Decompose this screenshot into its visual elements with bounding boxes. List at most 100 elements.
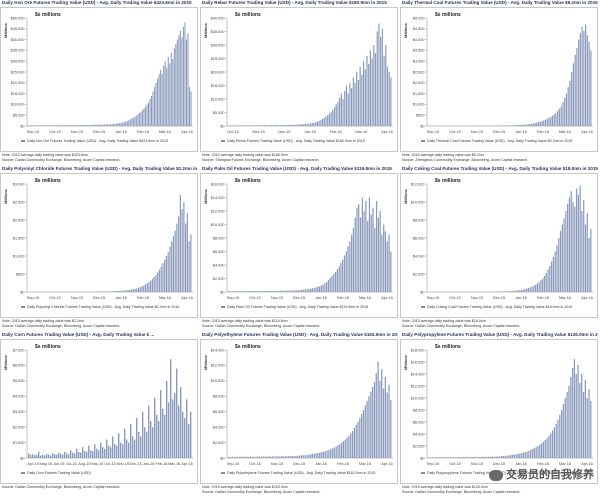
bar — [183, 202, 185, 292]
bar — [137, 287, 140, 292]
bar — [315, 453, 317, 458]
bar — [504, 125, 506, 126]
bar — [376, 31, 378, 126]
bar — [330, 449, 332, 458]
bar — [175, 43, 177, 126]
bar — [329, 277, 331, 292]
bar — [96, 448, 98, 458]
bar — [129, 289, 131, 292]
legend-swatch — [221, 306, 225, 309]
bar — [146, 104, 148, 126]
bar — [378, 23, 380, 126]
chart-title: Daily Coking Coal Futures Trading Value … — [402, 166, 598, 171]
bar — [495, 456, 497, 458]
bar — [321, 118, 324, 126]
bar — [114, 444, 116, 458]
bar — [388, 72, 390, 126]
bar — [122, 122, 124, 126]
bar — [96, 124, 98, 126]
bar — [285, 290, 287, 292]
bar — [73, 125, 75, 126]
bar — [364, 69, 366, 126]
bar — [324, 451, 326, 458]
bar-chart: $0 $2,000 $4,000 $6,000 $8,000 $10,000 $12,000… — [211, 182, 393, 300]
bar-chart: $0 $500 $1,000 $1,500 $2,000 $2,500 $3,000 $3,5… — [413, 16, 593, 134]
bar — [570, 377, 572, 458]
bar — [350, 433, 352, 458]
wechat-icon — [489, 469, 503, 481]
legend-label: Daily Coking Coal Futures Trading Value … — [427, 305, 573, 309]
bar — [271, 456, 274, 458]
bar — [113, 123, 115, 126]
bar — [34, 455, 36, 458]
chart-panel: Daily Iron Ore Futures Trading Value (US… — [0, 0, 198, 164]
bar — [116, 123, 118, 126]
bar — [56, 454, 58, 458]
bar — [238, 291, 240, 292]
bar — [143, 108, 145, 126]
chart-title: Daily Polyethylene Futures Trading Value… — [202, 332, 398, 337]
bar — [386, 66, 389, 126]
bar — [112, 436, 114, 458]
bar — [554, 251, 556, 292]
bar — [178, 35, 180, 126]
bar — [327, 115, 329, 126]
bar — [279, 456, 281, 458]
bar — [510, 125, 512, 126]
bar — [123, 122, 125, 126]
bar — [338, 266, 340, 292]
bar — [97, 124, 99, 126]
bar — [91, 124, 93, 126]
y-tick-label: $4,500 — [413, 27, 425, 31]
bar — [272, 125, 274, 126]
x-tick-label: Mar-16 — [168, 462, 180, 466]
bar — [102, 447, 104, 458]
bar — [274, 125, 276, 126]
bar — [170, 52, 172, 127]
bar — [158, 74, 160, 126]
bar — [287, 124, 289, 126]
bar — [38, 451, 40, 458]
bar — [364, 405, 366, 458]
bar — [367, 221, 369, 292]
bar — [94, 444, 96, 458]
x-tick-label: Jan-16 — [143, 462, 155, 466]
bar — [122, 444, 124, 458]
bar — [123, 290, 126, 292]
y-tick-label: $2,000 — [213, 441, 225, 445]
bar — [72, 125, 74, 126]
bar — [347, 246, 349, 292]
bar — [458, 457, 461, 458]
bar — [68, 454, 70, 458]
bar — [280, 456, 283, 458]
bar — [366, 55, 368, 126]
bar — [556, 245, 558, 292]
x-tick-label: Nov-15 — [71, 130, 83, 134]
x-tick-label: Apr-15 — [27, 462, 38, 466]
x-tick-label: Oct-15 — [227, 130, 238, 134]
bar — [244, 291, 246, 292]
chart-title: Daily Polyvinyl Chloride Futures Trading… — [2, 166, 198, 171]
y-tick-label: $0 — [220, 456, 224, 460]
chart-notes: Note: 2015 average daily trading value w… — [202, 153, 398, 162]
x-tick-label: Nov-15 — [271, 296, 283, 300]
bar — [140, 111, 142, 126]
x-tick-label: Feb-16 — [537, 462, 549, 466]
chart-notes: Note: 2015 average daily trading value w… — [402, 153, 598, 162]
bar — [388, 234, 390, 292]
y-tick-label: $2,000 — [13, 218, 25, 222]
x-tick-label: Mar-16 — [359, 296, 371, 300]
bar — [244, 456, 246, 458]
bar — [128, 120, 130, 126]
note-line: Source: Dalian Commodity Exchange, Bloom… — [2, 485, 121, 489]
bar — [275, 456, 277, 458]
bar — [146, 283, 148, 292]
legend: Daily Rebar Futures Trading Value (USD) … — [221, 139, 391, 143]
bar — [526, 451, 528, 458]
bar — [381, 28, 383, 126]
bar — [263, 290, 265, 292]
bar — [306, 289, 308, 292]
bar — [28, 453, 30, 458]
bar — [248, 125, 250, 126]
bar — [254, 291, 256, 292]
